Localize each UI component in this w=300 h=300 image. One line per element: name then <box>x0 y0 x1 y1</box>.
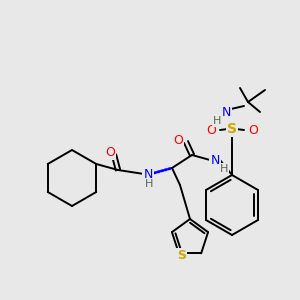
Text: S: S <box>177 249 186 262</box>
Text: N: N <box>210 154 220 166</box>
Text: H: H <box>220 164 228 174</box>
Text: N: N <box>143 167 153 181</box>
Text: N: N <box>221 106 231 119</box>
Text: O: O <box>206 124 216 136</box>
Text: H: H <box>145 179 153 189</box>
Text: O: O <box>248 124 258 136</box>
Text: H: H <box>213 116 221 126</box>
Text: O: O <box>105 146 115 158</box>
Text: S: S <box>227 122 237 136</box>
Text: O: O <box>173 134 183 146</box>
